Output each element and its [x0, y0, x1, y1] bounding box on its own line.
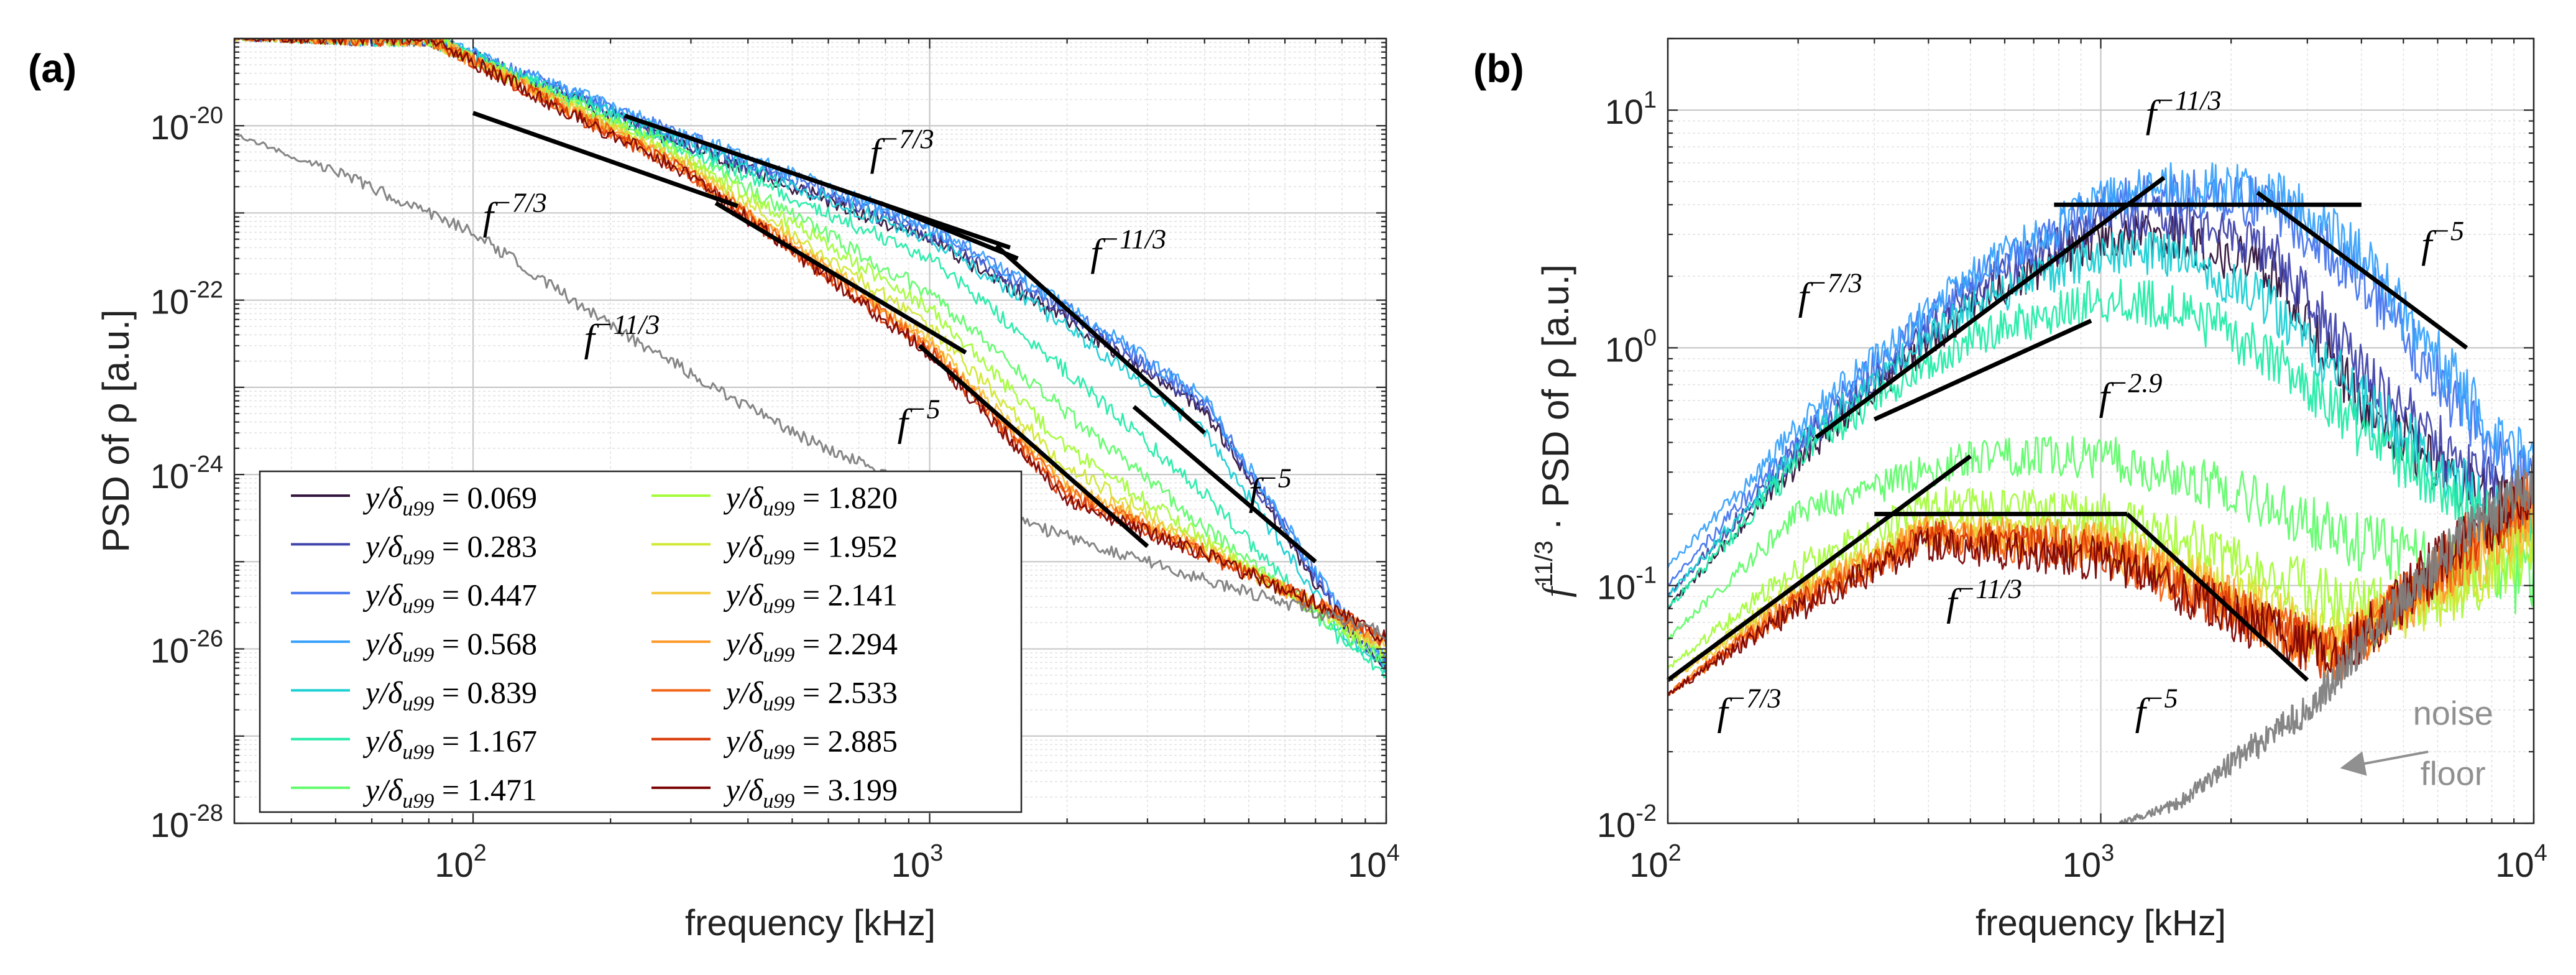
legend-label-8: y/δu99 = 1.820: [723, 480, 898, 520]
panel-b-fit-line-3: [2256, 190, 2468, 350]
legend-label-5: y/δu99 = 0.839: [362, 675, 537, 715]
panel-b-xtick-label-1: 102: [1629, 840, 1681, 884]
panel-a-series-group: [234, 39, 1386, 679]
panel-b-annotation-7: f−5: [2135, 683, 2178, 733]
panel-b-annotation-5: f−7/3: [1717, 683, 1781, 733]
panel-a-annotation-1: f−7/3: [870, 124, 934, 174]
legend-label-4: y/δu99 = 0.568: [362, 626, 537, 667]
panel-b-xtick-label-2: 103: [2063, 840, 2114, 884]
panel-b-fit-line-7: [2125, 512, 2309, 682]
panel-b-fit-lines: [1666, 175, 2468, 682]
panel-b-series-group: [1668, 162, 2534, 823]
panel-a-series-12: [237, 39, 1386, 647]
panel-b-series-noise: [2118, 455, 2534, 823]
legend-label-13: y/δu99 = 2.885: [723, 724, 898, 764]
panel-b-ytick-label-3: 10-1: [1597, 563, 1657, 607]
panel-a-fit-line-3: [995, 244, 1207, 435]
panel-a-ytick-label-5: 10-28: [150, 800, 223, 844]
legend-label-1: y/δu99 = 0.069: [362, 480, 537, 520]
panel-a-xtick-label-2: 103: [891, 840, 943, 884]
panel-a-fit-line-2: [879, 201, 1019, 261]
panel-b-annotation-2: f−11/3: [2146, 85, 2222, 136]
panel-a-xlabel: frequency [kHz]: [685, 903, 936, 943]
panel-a-annotation-2: f−7/3: [483, 188, 547, 238]
panel-a-annotation-6: f−5: [1249, 463, 1292, 514]
panel-a-fit-line-6: [714, 201, 967, 355]
panel-a-ylabel: PSD of ρ [a.u.]: [95, 310, 137, 553]
panel-b-ylabel: f11/3 · PSD of ρ [a.u.]: [1530, 264, 1576, 598]
legend-label-6: y/δu99 = 1.167: [362, 724, 537, 764]
panel-a-fit-line-5: [472, 111, 739, 208]
noise-floor-label-line2: floor: [2421, 755, 2486, 792]
legend-label-14: y/δu99 = 3.199: [723, 772, 898, 813]
panel-b-ticks: [1667, 37, 2535, 825]
panel-b-fit-line-5: [1666, 454, 1972, 682]
panel-a-fit-lines: [472, 111, 1317, 563]
panel-a-xtick-label-1: 102: [435, 840, 486, 884]
panel-a-ytick-label-4: 10-26: [150, 626, 223, 670]
panel-b-ytick-label-2: 100: [1605, 325, 1657, 369]
legend-label-10: y/δu99 = 2.141: [723, 578, 898, 618]
legend-label-11: y/δu99 = 2.294: [723, 626, 898, 667]
panel-a-series-noise: [234, 132, 1386, 640]
panel-a-chart: f−7/3 f−7/3 f−11/3 f−11/3 f−5 f−5 102 103 104 10-…: [95, 37, 1400, 943]
panel-a-fit-line-4: [1132, 405, 1317, 563]
panel-a-xtick-label-3: 104: [1348, 840, 1399, 884]
panel-a-legend: y/δu99 = 0.069 y/δu99 = 0.283 y/δu99 = 0.4…: [259, 470, 1023, 813]
panel-a-legend-box: [259, 470, 1023, 813]
legend-label-2: y/δu99 = 0.283: [362, 529, 537, 569]
noise-floor-arrow: [2340, 750, 2429, 776]
panel-b-ytick-label-4: 10-2: [1597, 800, 1657, 844]
panel-b-xtick-label-3: 104: [2495, 840, 2547, 884]
panel-b-annotation-6: f−11/3: [1946, 573, 2022, 624]
panel-b-series-5: [1668, 230, 2534, 598]
panel-a-annotation-4: f−11/3: [584, 310, 660, 360]
noise-floor-label-line1: noise: [2413, 695, 2493, 732]
panel-a-ytick-label-3: 10-24: [150, 451, 223, 496]
panel-b-series-6: [1668, 279, 2534, 608]
panel-a-ticks: [233, 37, 1387, 825]
panel-a-annotation-3: f−11/3: [1090, 224, 1166, 274]
legend-label-7: y/δu99 = 1.471: [362, 772, 537, 813]
panel-b-ytick-label-1: 101: [1605, 87, 1657, 131]
panel-b-annotation-1: f−7/3: [1798, 268, 1862, 318]
panel-b-series-7: [1668, 435, 2534, 641]
panel-b-series-4: [1668, 162, 2534, 569]
panel-a-fit-line-1: [624, 113, 1011, 250]
panel-a-axes-frame: [233, 37, 1387, 825]
legend-label-12: y/δu99 = 2.533: [723, 675, 898, 715]
panel-b-annotation-3: f−5: [2421, 216, 2464, 266]
panel-b-chart: f−7/3 f−11/3 f−5 f−2.9 f−7/3 f−11/3 f−5 102 103 1…: [1530, 37, 2547, 943]
legend-label-9: y/δu99 = 1.952: [723, 529, 898, 569]
panel-a-series-7: [234, 39, 1386, 665]
panel-a-ytick-label-1: 10-20: [150, 103, 223, 147]
panel-a-annotation-5: f−5: [898, 394, 941, 444]
panel-a-ytick-label-2: 10-22: [150, 277, 223, 321]
panel-b-annotation-4: f−2.9: [2099, 368, 2162, 418]
panel-b-xlabel: frequency [kHz]: [1976, 903, 2226, 943]
panel-a-series-8: [234, 39, 1386, 659]
panel-b-fit-line-4: [1873, 318, 2092, 422]
legend-label-3: y/δu99 = 0.447: [362, 578, 537, 618]
panel-label-b: (b): [1473, 46, 1524, 91]
panel-label-a: (a): [28, 46, 76, 91]
panel-a-fit-line-7: [918, 344, 1149, 548]
panel-b-fit-line-1: [1815, 175, 2166, 440]
panel-a-series-4: [234, 39, 1386, 665]
panel-a-grid: [234, 37, 1387, 825]
